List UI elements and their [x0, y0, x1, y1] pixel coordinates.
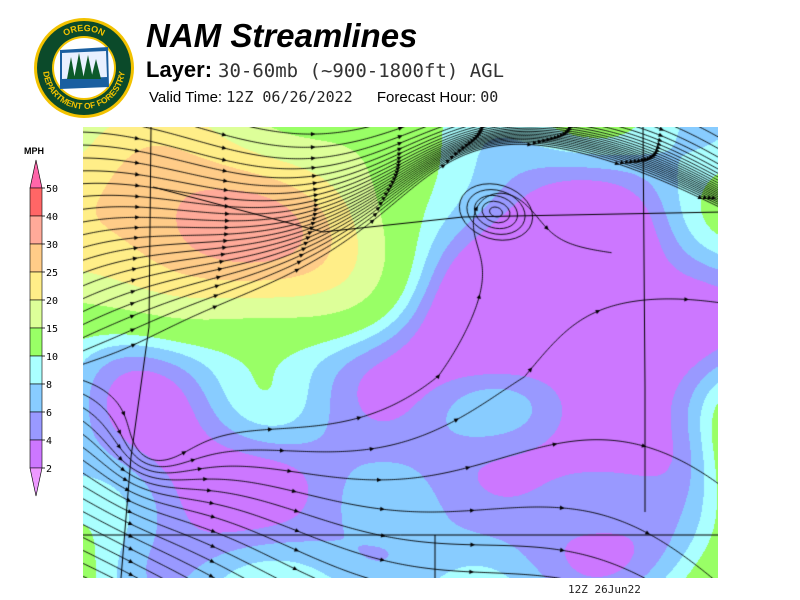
colorbar-tick-label: 20	[46, 296, 58, 307]
colorbar-tick-label: 25	[46, 268, 58, 279]
colorbar-tick-label: 50	[46, 184, 58, 195]
forecast-hour-value: 00	[480, 88, 499, 106]
oregon-department-of-forestry-logo: OREGON DEPARTMENT OF FORESTRY	[34, 18, 134, 118]
colorbar-tick-label: 40	[46, 212, 58, 223]
colorbar-bin	[29, 243, 43, 273]
forecast-hour-label: Forecast Hour:	[376, 89, 477, 106]
valid-time-info: Valid Time: 12Z 06/26/2022 Forecast Hour…	[149, 88, 498, 106]
colorbar-bin	[29, 271, 43, 301]
layer-value: 30-60mb (~900-1800ft) AGL	[218, 60, 505, 82]
colorbar-bin	[29, 327, 43, 357]
wind-speed-colorbar: MPH 50 40 30 25 20 15 10 8 6 4 2	[24, 146, 58, 497]
layer-info: Layer: 30-60mb (~900-1800ft) AGL	[146, 57, 504, 83]
svg-text:OREGON: OREGON	[61, 23, 106, 38]
page-title: NAM Streamlines	[146, 17, 418, 54]
colorbar-bin	[29, 215, 43, 245]
colorbar-bin	[29, 411, 43, 441]
colorbar-bin	[29, 355, 43, 385]
colorbar-tick-label: 15	[46, 324, 58, 335]
colorbar-arrow-top	[29, 159, 43, 189]
valid-time-value: 12Z 06/26/2022	[226, 88, 353, 106]
streamline-map	[83, 127, 718, 578]
colorbar-tick-label: 6	[46, 408, 52, 419]
colorbar-arrow-bottom	[29, 467, 43, 497]
layer-label: Layer:	[146, 57, 213, 82]
valid-time-label: Valid Time:	[149, 89, 223, 106]
colorbar-tick-label: 2	[46, 464, 52, 475]
colorbar-bin	[29, 299, 43, 329]
colorbar-bin	[29, 383, 43, 413]
colorbar-tick-label: 8	[46, 380, 52, 391]
colorbar-tick-label: 30	[46, 240, 58, 251]
colorbar-bin	[29, 187, 43, 217]
timestamp-footer: 12Z 26Jun22	[568, 583, 641, 596]
colorbar-unit: MPH	[24, 146, 44, 156]
colorbar-tick-label: 10	[46, 352, 58, 363]
colorbar-tick-label: 4	[46, 436, 52, 447]
colorbar-bin	[29, 439, 43, 469]
